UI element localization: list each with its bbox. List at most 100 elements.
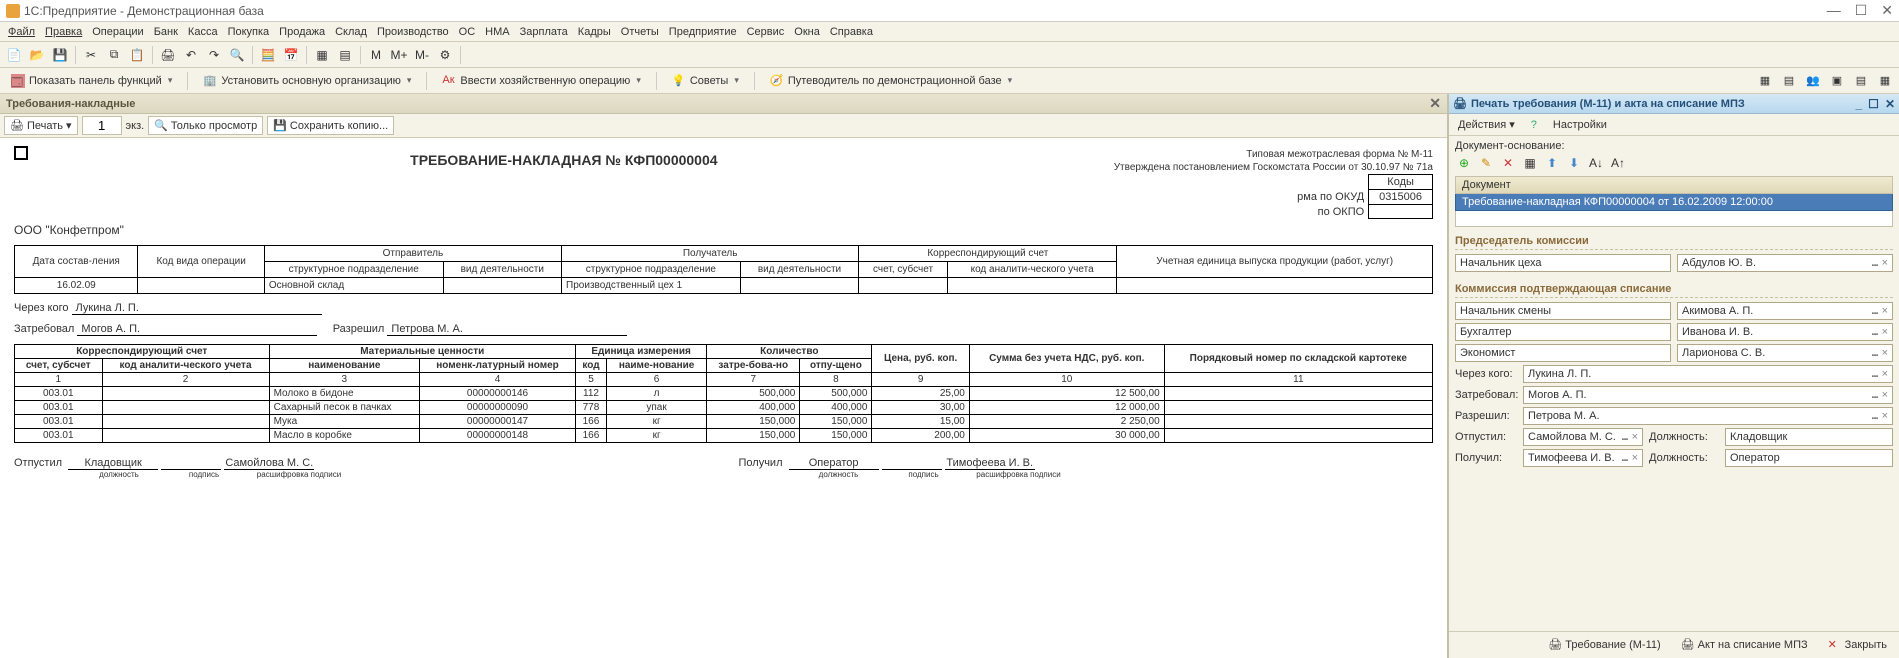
- tool-icon[interactable]: ⚙: [435, 45, 455, 65]
- m-minus-icon[interactable]: M-: [412, 45, 432, 65]
- open-icon[interactable]: 📂: [27, 45, 47, 65]
- menu-help[interactable]: Справка: [830, 26, 873, 38]
- released-pos: Кладовщик: [68, 457, 158, 470]
- panel-icon-2[interactable]: ▤: [1779, 71, 1799, 91]
- tips-button[interactable]: 💡Советы: [665, 71, 746, 91]
- panel-icon-4[interactable]: ▣: [1827, 71, 1847, 91]
- allowed-input[interactable]: Петрова М. А....×: [1523, 407, 1893, 425]
- panel-icon-3[interactable]: 👥: [1803, 71, 1823, 91]
- maximize-icon[interactable]: ☐: [1855, 2, 1868, 19]
- guide-button[interactable]: 🧭Путеводитель по демонстрационной базе: [763, 71, 1019, 91]
- items-table: Корреспондирующий счет Материальные ценн…: [14, 344, 1433, 443]
- c2-pos-input[interactable]: Бухгалтер: [1455, 323, 1671, 341]
- c3-pos-input[interactable]: Экономист: [1455, 344, 1671, 362]
- m-plus-icon[interactable]: M+: [389, 45, 409, 65]
- document-close-icon[interactable]: ✕: [1429, 95, 1441, 112]
- print-m11-button[interactable]: 🖨Требование (М-11): [1542, 636, 1666, 654]
- actions-dropdown[interactable]: Действия ▾: [1453, 117, 1520, 132]
- requested-input[interactable]: Могов А. П....×: [1523, 386, 1893, 404]
- table-row: 003.01Масло в коробке00000000148166кг150…: [15, 429, 1433, 443]
- requested-value: Могов А. П.: [77, 323, 317, 336]
- menu-service[interactable]: Сервис: [747, 26, 785, 38]
- menu-file[interactable]: Файл: [8, 26, 35, 38]
- menu-sale[interactable]: Продажа: [279, 26, 325, 38]
- m-icon[interactable]: M: [366, 45, 386, 65]
- calendar-icon[interactable]: 📅: [281, 45, 301, 65]
- down-icon[interactable]: ⬇: [1565, 154, 1583, 172]
- released-name-input[interactable]: Самойлова М. С....×: [1523, 428, 1643, 446]
- minimize-icon[interactable]: —: [1827, 2, 1841, 19]
- menu-windows[interactable]: Окна: [794, 26, 820, 38]
- menu-edit[interactable]: Правка: [45, 26, 82, 38]
- sort-asc-icon[interactable]: A↓: [1587, 154, 1605, 172]
- c1-pos-input[interactable]: Начальник смены: [1455, 302, 1671, 320]
- view-only-button[interactable]: 🔍 Только просмотр: [148, 116, 263, 135]
- menu-purchase[interactable]: Покупка: [228, 26, 270, 38]
- released-pos-input[interactable]: Кладовщик: [1725, 428, 1893, 446]
- help-icon[interactable]: ?: [1526, 118, 1542, 132]
- set-org-button[interactable]: 🏢Установить основную организацию: [196, 71, 418, 91]
- new-icon[interactable]: 📄: [4, 45, 24, 65]
- dialog-close-icon[interactable]: ✕: [1885, 97, 1895, 111]
- received-label: Получил: [739, 457, 783, 469]
- copy-icon[interactable]: ⧉: [104, 45, 124, 65]
- app-icon: [6, 4, 20, 18]
- panel-icon-6[interactable]: ▦: [1875, 71, 1895, 91]
- received-name-input[interactable]: Тимофеева И. В....×: [1523, 449, 1643, 467]
- panel-icon-5[interactable]: ▤: [1851, 71, 1871, 91]
- codes-header: Коды: [1369, 175, 1433, 190]
- dialog-minimize-icon[interactable]: _: [1855, 97, 1862, 111]
- up-icon[interactable]: ⬆: [1543, 154, 1561, 172]
- grid-icon[interactable]: ▦: [312, 45, 332, 65]
- menu-cash[interactable]: Касса: [188, 26, 218, 38]
- menu-staff[interactable]: Кадры: [578, 26, 611, 38]
- menu-os[interactable]: ОС: [459, 26, 476, 38]
- grid2-icon[interactable]: ▤: [335, 45, 355, 65]
- delete-icon[interactable]: ✕: [1499, 154, 1517, 172]
- calc-icon[interactable]: 🧮: [258, 45, 278, 65]
- through-value: Лукина Л. П.: [72, 302, 322, 315]
- through-input[interactable]: Лукина Л. П....×: [1523, 365, 1893, 383]
- menu-reports[interactable]: Отчеты: [621, 26, 659, 38]
- panel-icon-1[interactable]: ▦: [1755, 71, 1775, 91]
- menu-nma[interactable]: НМА: [485, 26, 509, 38]
- print-act-button[interactable]: 🖨Акт на списание МПЗ: [1675, 636, 1814, 654]
- okud-value: 0315006: [1369, 190, 1433, 205]
- copies-input[interactable]: [82, 116, 122, 135]
- menu-salary[interactable]: Зарплата: [520, 26, 568, 38]
- show-functions-button[interactable]: 🗔Показать панель функций: [4, 71, 179, 91]
- c2-name-input[interactable]: Иванова И. В....×: [1677, 323, 1893, 341]
- c3-name-input[interactable]: Ларионова С. В....×: [1677, 344, 1893, 362]
- settings-button[interactable]: Настройки: [1548, 118, 1612, 132]
- menu-operations[interactable]: Операции: [92, 26, 143, 38]
- refresh-icon[interactable]: ▦: [1521, 154, 1539, 172]
- print-button[interactable]: 🖨 Печать ▾: [4, 116, 78, 135]
- menu-bank[interactable]: Банк: [154, 26, 178, 38]
- doc-list-selected-row[interactable]: Требование-накладная КФП00000004 от 16.0…: [1455, 194, 1893, 211]
- menu-warehouse[interactable]: Склад: [335, 26, 367, 38]
- menu-production[interactable]: Производство: [377, 26, 449, 38]
- find-icon[interactable]: 🔍: [227, 45, 247, 65]
- redo-icon[interactable]: ↷: [204, 45, 224, 65]
- print-icon[interactable]: 🖨: [158, 45, 178, 65]
- chairman-name-input[interactable]: Абдулов Ю. В....×: [1677, 254, 1893, 272]
- paste-icon[interactable]: 📋: [127, 45, 147, 65]
- chairman-position-input[interactable]: Начальник цеха: [1455, 254, 1671, 272]
- enter-operation-button[interactable]: АкВвести хозяйственную операцию: [435, 71, 647, 91]
- c1-name-input[interactable]: Акимова А. П....×: [1677, 302, 1893, 320]
- sort-desc-icon[interactable]: A↑: [1609, 154, 1627, 172]
- table-row: 003.01Сахарный песок в пачках00000000090…: [15, 401, 1433, 415]
- table-row: 003.01Мука00000000147166кг150,000150,000…: [15, 415, 1433, 429]
- save-icon[interactable]: 💾: [50, 45, 70, 65]
- edit-icon[interactable]: ✎: [1477, 154, 1495, 172]
- add-icon[interactable]: ⊕: [1455, 154, 1473, 172]
- cut-icon[interactable]: ✂: [81, 45, 101, 65]
- close-icon[interactable]: ✕: [1881, 2, 1893, 19]
- menu-enterprise[interactable]: Предприятие: [669, 26, 737, 38]
- save-copy-button[interactable]: 💾 Сохранить копию...: [267, 116, 394, 135]
- close-button[interactable]: ✕Закрыть: [1822, 636, 1893, 654]
- dialog-maximize-icon[interactable]: ☐: [1868, 97, 1879, 111]
- received-pos-input[interactable]: Оператор: [1725, 449, 1893, 467]
- undo-icon[interactable]: ↶: [181, 45, 201, 65]
- print-dialog-icon: 🖨: [1453, 97, 1467, 111]
